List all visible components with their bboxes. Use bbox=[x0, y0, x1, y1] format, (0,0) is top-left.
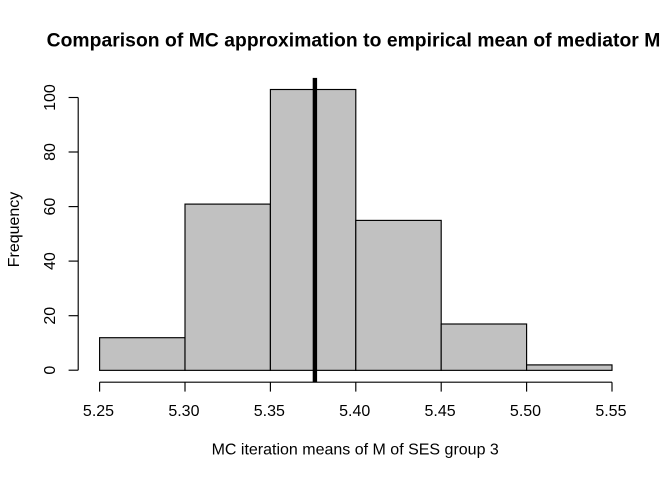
svg-text:MC iteration means of M of SES: MC iteration means of M of SES group 3 bbox=[212, 442, 499, 459]
svg-text:5.30: 5.30 bbox=[168, 403, 199, 420]
svg-text:40: 40 bbox=[42, 252, 59, 270]
svg-text:100: 100 bbox=[42, 84, 59, 111]
svg-text:5.45: 5.45 bbox=[425, 403, 456, 420]
svg-text:0: 0 bbox=[42, 366, 59, 375]
svg-text:5.25: 5.25 bbox=[83, 403, 114, 420]
svg-text:5.35: 5.35 bbox=[254, 403, 285, 420]
svg-text:5.55: 5.55 bbox=[595, 403, 626, 420]
svg-text:20: 20 bbox=[42, 307, 59, 325]
svg-text:Frequency: Frequency bbox=[6, 192, 23, 268]
svg-text:5.40: 5.40 bbox=[339, 403, 370, 420]
svg-text:80: 80 bbox=[42, 143, 59, 161]
svg-text:Comparison of MC approximation: Comparison of MC approximation to empiri… bbox=[47, 31, 661, 52]
svg-text:5.50: 5.50 bbox=[510, 403, 541, 420]
svg-text:60: 60 bbox=[42, 198, 59, 216]
